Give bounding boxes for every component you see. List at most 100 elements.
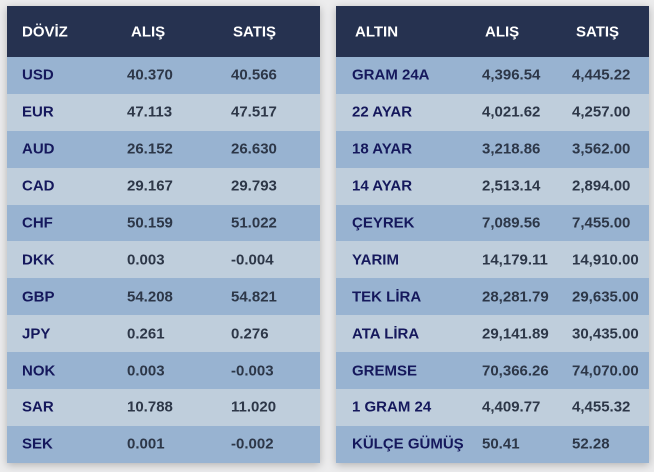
gold-column-header: ALTIN	[355, 23, 399, 40]
sell-price: 47.517	[231, 103, 277, 121]
item-name: 1 GRAM 24	[352, 398, 432, 416]
table-row: 22 AYAR 4,021.62 4,257.00	[336, 93, 649, 131]
gold-table-body: GRAM 24A 4,396.54 4,445.22 22 AYAR 4,021.62 4…	[336, 57, 649, 463]
sell-price: 4,257.00	[572, 103, 631, 121]
sell-price: -0.003	[231, 362, 274, 380]
sell-price: 30,435.00	[572, 325, 639, 343]
table-row: EUR 47.113 47.517	[7, 93, 320, 131]
table-row: YARIM 14,179.11 14,910.00	[336, 241, 649, 279]
buy-price: 54.208	[127, 288, 173, 306]
item-name: 18 AYAR	[352, 140, 413, 158]
item-name: SAR	[22, 398, 54, 416]
sell-price: 40.566	[231, 66, 277, 84]
sell-price: 29.793	[231, 177, 277, 195]
item-name: AUD	[22, 140, 55, 158]
table-row: TEK LİRA 28,281.79 29,635.00	[336, 278, 649, 316]
currency-column-header: DÖVİZ	[22, 23, 68, 40]
buy-price: 26.152	[127, 140, 173, 158]
table-row: 1 GRAM 24 4,409.77 4,455.32	[336, 389, 649, 426]
item-name: DKK	[22, 251, 55, 269]
sell-price: 3,562.00	[572, 140, 631, 158]
table-row: 18 AYAR 3,218.86 3,562.00	[336, 130, 649, 168]
table-row: JPY 0.261 0.276	[7, 315, 320, 353]
table-row: KÜLÇE GÜMÜŞ 50.41 52.28	[336, 425, 649, 463]
buy-price: 0.261	[127, 325, 165, 343]
table-row: USD 40.370 40.566	[7, 57, 320, 94]
buy-price: 70,366.26	[482, 362, 549, 380]
sell-price: 2,894.00	[572, 177, 631, 195]
buy-price: 50.159	[127, 214, 173, 232]
item-name: NOK	[22, 362, 56, 380]
currency-column-header: ALIŞ	[131, 23, 166, 40]
item-name: TEK LİRA	[352, 288, 422, 306]
buy-price: 3,218.86	[482, 140, 541, 158]
sell-price: 26.630	[231, 140, 277, 158]
buy-price: 40.370	[127, 66, 173, 84]
item-name: GBP	[22, 288, 55, 306]
item-name: GRAM 24A	[352, 66, 430, 84]
table-row: GBP 54.208 54.821	[7, 278, 320, 316]
buy-price: 0.003	[127, 251, 165, 269]
currency-header-row: DÖVİZ ALIŞ SATIŞ	[7, 6, 320, 57]
buy-price: 10.788	[127, 398, 173, 416]
item-name: YARIM	[352, 251, 399, 269]
buy-price: 4,409.77	[482, 398, 541, 416]
sell-price: 54.821	[231, 288, 277, 306]
gold-column-header: ALIŞ	[485, 23, 520, 40]
buy-price: 28,281.79	[482, 288, 549, 306]
buy-price: 7,089.56	[482, 214, 541, 232]
buy-price: 14,179.11	[482, 251, 548, 269]
table-row: 14 AYAR 2,513.14 2,894.00	[336, 167, 649, 205]
sell-price: 11.020	[231, 398, 277, 416]
sell-price: 14,910.00	[572, 251, 639, 269]
item-name: 22 AYAR	[352, 103, 413, 121]
sell-price: 7,455.00	[572, 214, 631, 232]
currency-table: DÖVİZ ALIŞ SATIŞ USD 40.370 40.566 EUR 47.113 47…	[7, 6, 320, 463]
item-name: USD	[22, 66, 54, 84]
buy-price: 50.41	[482, 435, 520, 453]
gold-column-header: SATIŞ	[576, 23, 620, 40]
table-row: GRAM 24A 4,396.54 4,445.22	[336, 57, 649, 94]
gold-header-row: ALTIN ALIŞ SATIŞ	[336, 6, 649, 57]
sell-price: 4,455.32	[572, 398, 631, 416]
item-name: SEK	[22, 435, 53, 453]
sell-price: 29,635.00	[572, 288, 639, 306]
table-row: SEK 0.001 -0.002	[7, 425, 320, 463]
sell-price: 0.276	[231, 325, 269, 343]
sell-price: -0.004	[231, 251, 274, 269]
item-name: ATA LİRA	[352, 325, 420, 343]
table-row: NOK 0.003 -0.003	[7, 352, 320, 390]
buy-price: 0.001	[127, 435, 165, 453]
buy-price: 47.113	[127, 103, 173, 121]
currency-table-body: USD 40.370 40.566 EUR 47.113 47.517 AUD 26.152 2…	[7, 57, 320, 463]
table-row: ÇEYREK 7,089.56 7,455.00	[336, 204, 649, 242]
sell-price: 51.022	[231, 214, 277, 232]
buy-price: 4,021.62	[482, 103, 541, 121]
table-row: AUD 26.152 26.630	[7, 130, 320, 168]
sell-price: -0.002	[231, 435, 274, 453]
table-row: CHF 50.159 51.022	[7, 204, 320, 242]
item-name: ÇEYREK	[352, 214, 415, 232]
gold-table: ALTIN ALIŞ SATIŞ GRAM 24A 4,396.54 4,445.22 22…	[336, 6, 649, 463]
table-row: GREMSE 70,366.26 74,070.00	[336, 352, 649, 390]
table-row: DKK 0.003 -0.004	[7, 241, 320, 279]
sell-price: 52.28	[572, 435, 610, 453]
sell-price: 74,070.00	[572, 362, 639, 380]
table-row: ATA LİRA 29,141.89 30,435.00	[336, 315, 649, 353]
table-row: SAR 10.788 11.020	[7, 389, 320, 426]
table-row: CAD 29.167 29.793	[7, 167, 320, 205]
buy-price: 0.003	[127, 362, 165, 380]
item-name: CAD	[22, 177, 55, 195]
buy-price: 29,141.89	[482, 325, 549, 343]
buy-price: 4,396.54	[482, 66, 541, 84]
item-name: GREMSE	[352, 362, 418, 380]
item-name: 14 AYAR	[352, 177, 413, 195]
item-name: KÜLÇE GÜMÜŞ	[352, 435, 464, 453]
currency-column-header: SATIŞ	[233, 23, 277, 40]
item-name: CHF	[22, 214, 53, 232]
item-name: EUR	[22, 103, 54, 121]
buy-price: 29.167	[127, 177, 173, 195]
buy-price: 2,513.14	[482, 177, 541, 195]
item-name: JPY	[22, 325, 51, 343]
sell-price: 4,445.22	[572, 66, 631, 84]
